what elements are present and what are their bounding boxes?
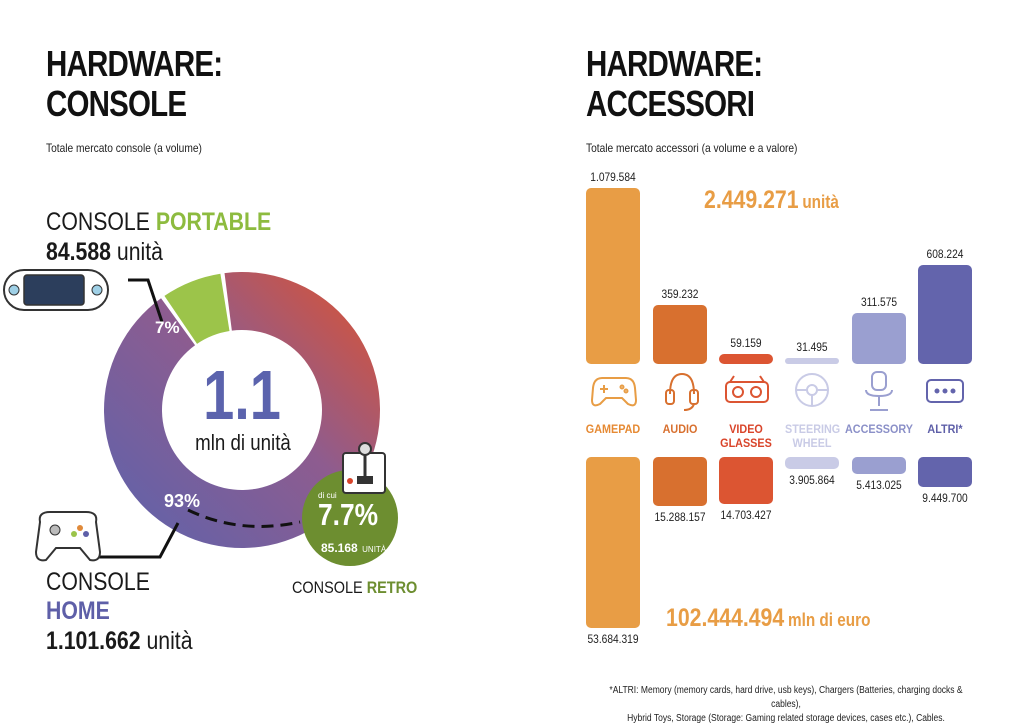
left-subtitle: Totale mercato console (a volume) <box>46 141 202 155</box>
retro-value-line: 85.168 UNITÀ <box>321 539 386 557</box>
value-label-5: 9.449.700 <box>922 491 968 506</box>
total-units-unit: unità <box>802 192 839 212</box>
audio-headset-icon <box>665 372 699 411</box>
value-bar-0 <box>586 457 640 628</box>
value-bar-4 <box>852 457 906 475</box>
volume-bar-0 <box>586 188 640 364</box>
volume-label-0: 1.079.584 <box>590 170 636 184</box>
accessory-chair-icon <box>865 371 893 411</box>
volume-bar-3 <box>785 358 839 364</box>
footnote: *ALTRI: Memory (memory cards, hard drive… <box>599 684 973 726</box>
volume-bar-2 <box>719 354 773 364</box>
value-label-0: 53.684.319 <box>587 632 639 646</box>
home-value: 1.101.662 <box>46 627 141 655</box>
gamepad-icon <box>590 377 638 407</box>
center-small-label: mln di unità <box>195 430 291 455</box>
retro-di-cui: di cui <box>318 491 337 500</box>
volume-bar-1 <box>653 305 707 364</box>
home-label-b: HOME <box>46 597 110 625</box>
value-bar-1 <box>653 457 707 506</box>
total-value: 102.444.494 mln di euro <box>666 604 870 633</box>
pct-home-label: 93% <box>164 491 201 511</box>
category-label-5: ALTRI* <box>927 422 963 436</box>
total-units-value: 2.449.271 <box>704 186 799 214</box>
home-value-line: 1.101.662 unità <box>46 627 193 655</box>
donut-slice-home <box>103 272 380 548</box>
home-label-a: CONSOLE <box>46 568 150 596</box>
value-label-3: 3.905.864 <box>789 473 835 488</box>
retro-joystick-icon <box>342 442 386 494</box>
value-label-4: 5.413.025 <box>856 478 902 493</box>
portable-label-a: CONSOLE <box>46 208 150 236</box>
steering-wheel-icon <box>795 373 829 407</box>
value-bar-3 <box>785 457 839 470</box>
pct-portable-label: 7% <box>155 318 180 337</box>
footnote-line1: *ALTRI: Memory (memory cards, hard drive… <box>609 685 963 710</box>
retro-label: CONSOLE RETRO <box>292 574 417 602</box>
retro-dashed-line <box>187 508 301 528</box>
total-value-value: 102.444.494 <box>666 604 785 632</box>
home-unit: unità <box>146 627 193 655</box>
volume-label-5: 608.224 <box>926 246 964 261</box>
center-big-value: 1.1 <box>203 356 281 434</box>
altri-more-icon <box>926 379 964 403</box>
portable-label-b: PORTABLE <box>155 208 272 236</box>
retro-pct: 7.7% <box>318 497 379 532</box>
total-units: 2.449.271 unità <box>704 186 839 215</box>
portable-console-icon <box>3 269 109 311</box>
console-donut-chart <box>3 269 398 566</box>
right-subtitle: Totale mercato accessori (a volume e a v… <box>586 141 798 155</box>
category-label-0: GAMEPAD <box>585 422 641 436</box>
value-label-1: 15.288.157 <box>654 509 706 524</box>
total-value-unit: mln di euro <box>787 610 871 630</box>
home-leader-line <box>98 522 180 559</box>
right-title-line2: ACCESSORI <box>586 83 755 124</box>
left-title-line1: HARDWARE: <box>46 43 223 84</box>
value-bar-5 <box>918 457 972 488</box>
home-gamepad-icon <box>34 511 102 562</box>
right-title-line1: HARDWARE: <box>586 43 763 84</box>
category-label-3: STEERING WHEEL <box>785 422 841 450</box>
category-icons <box>590 371 964 411</box>
category-label-4: ACCESSORY <box>844 422 914 436</box>
volume-label-1: 359.232 <box>661 287 699 302</box>
footnote-line2: Hybrid Toys, Storage (Storage: Gaming re… <box>627 713 945 724</box>
portable-value: 84.588 <box>46 238 111 266</box>
portable-unit: unità <box>116 238 163 266</box>
portable-label: CONSOLE PORTABLE <box>46 208 271 236</box>
volume-label-3: 31.495 <box>796 340 828 354</box>
retro-unit: UNITÀ <box>362 545 387 554</box>
portable-leader-line <box>128 278 164 323</box>
retro-value: 85.168 <box>321 541 358 555</box>
video-glasses-icon <box>725 375 769 403</box>
portable-value-line: 84.588 unità <box>46 238 163 266</box>
volume-label-4: 311.575 <box>860 295 898 310</box>
value-bar-2 <box>719 457 773 504</box>
donut-slice-portable <box>164 273 230 344</box>
volume-bar-5 <box>918 264 972 364</box>
left-title-line2: CONSOLE <box>46 83 187 124</box>
category-label-1: AUDIO <box>662 422 698 436</box>
volume-bar-4 <box>852 313 906 364</box>
retro-label-b: RETRO <box>366 578 418 597</box>
volume-label-2: 59.159 <box>730 336 762 351</box>
value-label-2: 14.703.427 <box>720 507 772 522</box>
retro-label-a: CONSOLE <box>292 578 363 597</box>
category-label-2: VIDEO GLASSES <box>720 422 772 450</box>
